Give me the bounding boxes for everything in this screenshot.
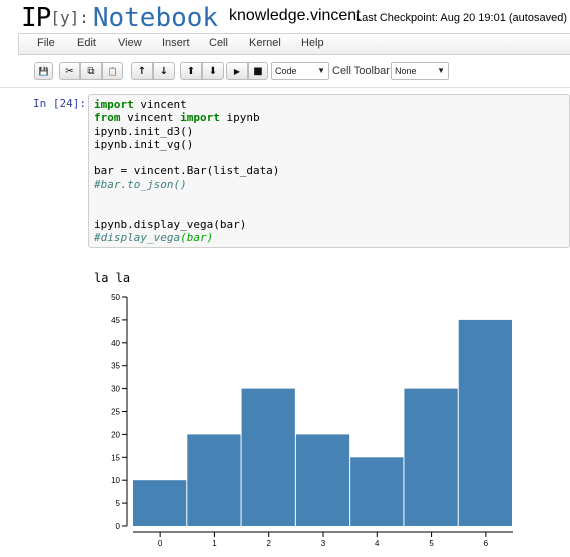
y-tick-label-25: 25: [111, 408, 120, 417]
paste-button[interactable]: 📋: [102, 62, 123, 80]
code-l1: vincent: [134, 98, 187, 111]
y-tick-label-50: 50: [111, 293, 120, 302]
menu-kernel[interactable]: Kernel: [249, 37, 281, 49]
run-up-button[interactable]: ⬆: [180, 62, 202, 80]
menubar: File Edit View Insert Cell Kernel Help: [18, 33, 570, 55]
y-tick-label-45: 45: [111, 316, 120, 325]
code-l2: ipynb: [220, 111, 260, 124]
bar-3: [296, 434, 349, 526]
copy-button[interactable]: ⧉: [80, 62, 102, 80]
notebook-name[interactable]: knowledge.vincent: [229, 7, 361, 25]
notebook-header: IP[y]: Notebook knowledge.vincent Last Ch…: [0, 0, 570, 34]
arrow-up-icon: ↑: [138, 66, 146, 77]
x-tick-label-5: 5: [429, 539, 434, 548]
bar-1: [187, 434, 240, 526]
cell-toolbar-value: None: [395, 66, 417, 76]
arrow-down-icon: ↓: [160, 66, 168, 77]
y-tick-label-5: 5: [116, 499, 121, 508]
code-l2-mid: vincent: [121, 111, 181, 124]
code-l4: ipynb.init_vg(): [94, 138, 193, 151]
bar-4: [350, 457, 403, 526]
code-l11-b: (bar): [180, 231, 213, 244]
chevron-down-icon: ▼: [317, 63, 325, 79]
y-tick-label-30: 30: [111, 385, 120, 394]
paste-icon: 📋: [108, 67, 118, 76]
play-icon: ▶: [234, 67, 240, 76]
logo-notebook: Notebook: [93, 3, 218, 33]
y-tick-label-15: 15: [111, 453, 120, 462]
kw-import: import: [94, 98, 134, 111]
code-input[interactable]: import vincent from vincent import ipynb…: [88, 94, 570, 248]
scissors-icon: ✂: [65, 66, 73, 77]
y-tick-label-35: 35: [111, 362, 120, 371]
menu-view[interactable]: View: [118, 37, 142, 49]
cell-toolbar-select[interactable]: None ▼: [391, 62, 449, 80]
cell-type-value: Code: [275, 66, 297, 76]
logo-bracket: [y]:: [50, 8, 89, 27]
code-l6: bar = vincent.Bar(list_data): [94, 164, 279, 177]
circle-arrow-up-icon: ⬆: [187, 66, 195, 77]
cell-type-select[interactable]: Code ▼: [271, 62, 329, 80]
x-tick-label-2: 2: [266, 539, 271, 548]
copy-icon: ⧉: [87, 66, 94, 77]
y-tick-label-40: 40: [111, 339, 120, 348]
kw-import-2: import: [180, 111, 220, 124]
code-l11-a: #display_vega: [94, 231, 180, 244]
code-l10: ipynb.display_vega(bar): [94, 218, 246, 231]
y-tick-label-0: 0: [116, 522, 121, 531]
move-up-button[interactable]: ↑: [131, 62, 153, 80]
menu-insert[interactable]: Insert: [162, 37, 190, 49]
circle-arrow-down-icon: ⬇: [209, 66, 217, 77]
cut-button[interactable]: ✂: [59, 62, 80, 80]
x-tick-label-4: 4: [375, 539, 380, 548]
floppy-icon: 💾: [39, 67, 49, 76]
checkpoint-status: Last Checkpoint: Aug 20 19:01 (autosaved…: [356, 12, 567, 24]
chevron-down-icon: ▼: [437, 63, 445, 79]
menu-cell[interactable]: Cell: [209, 37, 228, 49]
x-tick-label-1: 1: [212, 539, 217, 548]
bar-0: [133, 480, 186, 526]
kw-from: from: [94, 111, 121, 124]
move-down-button[interactable]: ↓: [153, 62, 175, 80]
bar-2: [242, 389, 295, 526]
y-tick-label-10: 10: [111, 476, 120, 485]
output-text: la la: [94, 271, 130, 285]
ipython-logo[interactable]: IP[y]: Notebook: [21, 3, 218, 33]
x-tick-label-3: 3: [321, 539, 326, 548]
code-text: import vincent from vincent import ipynb…: [94, 98, 279, 244]
code-l11-comment: #display_vega(bar): [94, 231, 213, 244]
stop-icon: ■: [253, 66, 262, 77]
logo-ip: IP: [21, 3, 50, 33]
run-button[interactable]: ▶: [226, 62, 248, 80]
menu-edit[interactable]: Edit: [77, 37, 96, 49]
menu-help[interactable]: Help: [301, 37, 324, 49]
run-down-button[interactable]: ⬇: [202, 62, 224, 80]
code-l7-comment: #bar.to_json(): [94, 178, 187, 191]
y-tick-label-20: 20: [111, 430, 120, 439]
bar-5: [404, 389, 457, 526]
save-button[interactable]: 💾: [34, 62, 53, 80]
cell-toolbar-label: Cell Toolbar:: [332, 65, 393, 77]
x-tick-label-0: 0: [158, 539, 163, 548]
x-tick-label-6: 6: [484, 539, 489, 548]
menu-file[interactable]: File: [37, 37, 55, 49]
toolbar: 💾 ✂ ⧉ 📋 ↑ ↓ ⬆ ⬇ ▶ ■ Code ▼ Cell Toolbar:…: [0, 55, 570, 88]
bar-6: [459, 320, 512, 526]
stop-button[interactable]: ■: [248, 62, 268, 80]
cell-prompt: In [24]:: [33, 97, 86, 110]
code-l3: ipynb.init_d3(): [94, 125, 193, 138]
